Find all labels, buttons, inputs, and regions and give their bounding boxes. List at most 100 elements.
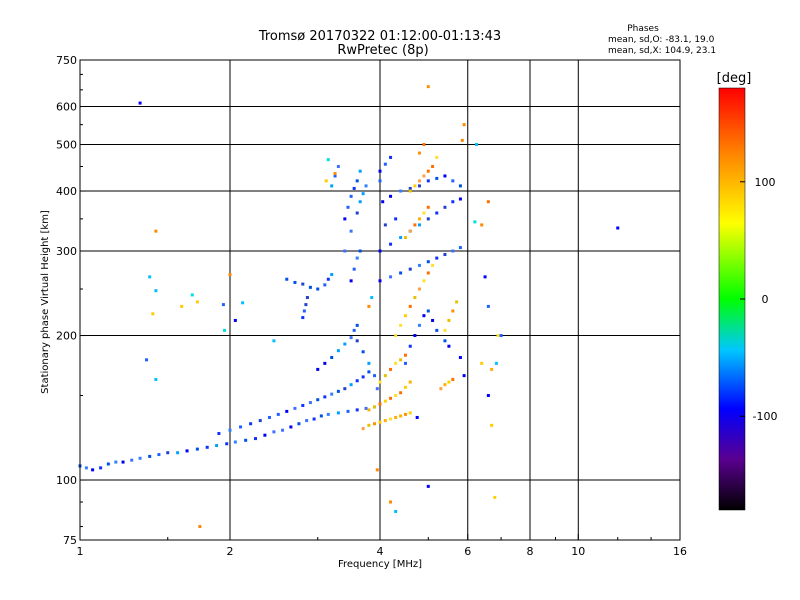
data-point: [458, 184, 462, 188]
data-point: [217, 432, 221, 436]
data-point: [305, 419, 309, 423]
data-point: [154, 289, 158, 293]
data-point: [460, 138, 464, 142]
data-point: [616, 226, 620, 230]
colorbar-label: [deg]: [717, 71, 752, 86]
data-point: [451, 249, 455, 253]
data-point: [198, 525, 202, 529]
data-point: [367, 408, 371, 412]
data-point: [378, 380, 382, 384]
data-point: [403, 353, 407, 357]
data-point: [490, 423, 494, 427]
x-axis-label: Frequency [MHz]: [338, 559, 422, 570]
data-point: [367, 361, 371, 365]
data-point: [417, 263, 421, 267]
colorbar-tick-label: 0: [762, 293, 769, 306]
data-point: [422, 314, 426, 318]
data-point: [413, 296, 417, 300]
data-point: [417, 151, 421, 155]
data-point: [190, 293, 194, 297]
data-point: [426, 205, 430, 209]
data-point: [389, 500, 393, 504]
data-point: [389, 275, 393, 279]
data-point: [439, 387, 443, 391]
data-point: [336, 164, 340, 168]
data-point: [343, 342, 347, 346]
y-tick-label: 75: [63, 534, 77, 547]
data-point: [378, 420, 382, 424]
data-point: [355, 323, 359, 327]
data-point: [383, 399, 387, 403]
data-point: [415, 415, 419, 419]
data-point: [383, 374, 387, 378]
data-point: [373, 374, 377, 378]
data-point: [364, 184, 368, 188]
colorbar-ticks: 100 0 -100: [740, 176, 777, 423]
data-point: [496, 334, 500, 338]
data-point: [333, 174, 337, 178]
data-point: [355, 211, 359, 215]
data-point: [473, 220, 477, 224]
data-point: [431, 318, 435, 322]
data-point: [435, 211, 439, 215]
y-tick-label: 400: [56, 185, 77, 198]
data-point: [378, 249, 382, 253]
data-points: [78, 85, 620, 529]
data-point: [352, 186, 356, 190]
data-point: [378, 279, 382, 283]
data-point: [352, 328, 356, 332]
data-point: [403, 236, 407, 240]
chart-title: Tromsø 20170322 01:12:00-01:13:43: [258, 29, 501, 44]
data-point: [114, 460, 118, 464]
data-point: [346, 205, 350, 209]
stats-line-o: mean, sd,O: -83.1, 19.0: [608, 35, 715, 45]
x-tick-label: 16: [673, 545, 687, 558]
data-point: [426, 85, 430, 89]
data-point: [435, 256, 439, 260]
data-point: [205, 445, 209, 449]
data-point: [443, 383, 447, 387]
data-point: [443, 339, 447, 343]
data-point: [451, 309, 455, 313]
data-point: [308, 285, 312, 289]
data-point: [422, 211, 426, 215]
data-point: [422, 143, 426, 147]
data-point: [455, 300, 459, 304]
x-axis-ticks: 1 2 4 6 8 10 16: [77, 534, 687, 558]
data-point: [435, 176, 439, 180]
data-point: [475, 143, 479, 147]
data-point: [349, 279, 353, 283]
data-point: [253, 437, 257, 441]
data-point: [435, 328, 439, 332]
data-point: [383, 162, 387, 166]
x-tick-label: 8: [527, 545, 534, 558]
y-tick-label: 100: [56, 474, 77, 487]
data-point: [408, 267, 412, 271]
data-point: [394, 509, 398, 513]
colorbar-tick-label: -100: [753, 410, 778, 423]
data-point: [308, 401, 312, 405]
stats-heading: Phases: [627, 24, 659, 34]
stats-line-x: mean, sd,X: 104.9, 23.1: [608, 46, 716, 56]
data-point: [480, 361, 484, 365]
grid: [80, 60, 680, 540]
data-point: [480, 223, 484, 227]
x-tick-label: 1: [77, 545, 84, 558]
data-point: [403, 385, 407, 389]
data-point: [330, 355, 334, 359]
data-point: [394, 361, 398, 365]
data-point: [383, 223, 387, 227]
data-point: [486, 304, 490, 308]
data-point: [221, 303, 225, 307]
data-point: [426, 217, 430, 221]
data-point: [389, 194, 393, 198]
data-point: [408, 344, 412, 348]
data-point: [316, 367, 320, 371]
data-point: [458, 197, 462, 201]
data-point: [403, 412, 407, 416]
y-tick-label: 200: [56, 330, 77, 343]
data-point: [358, 169, 362, 173]
data-point: [389, 417, 393, 421]
data-point: [490, 367, 494, 371]
data-point: [228, 428, 232, 432]
